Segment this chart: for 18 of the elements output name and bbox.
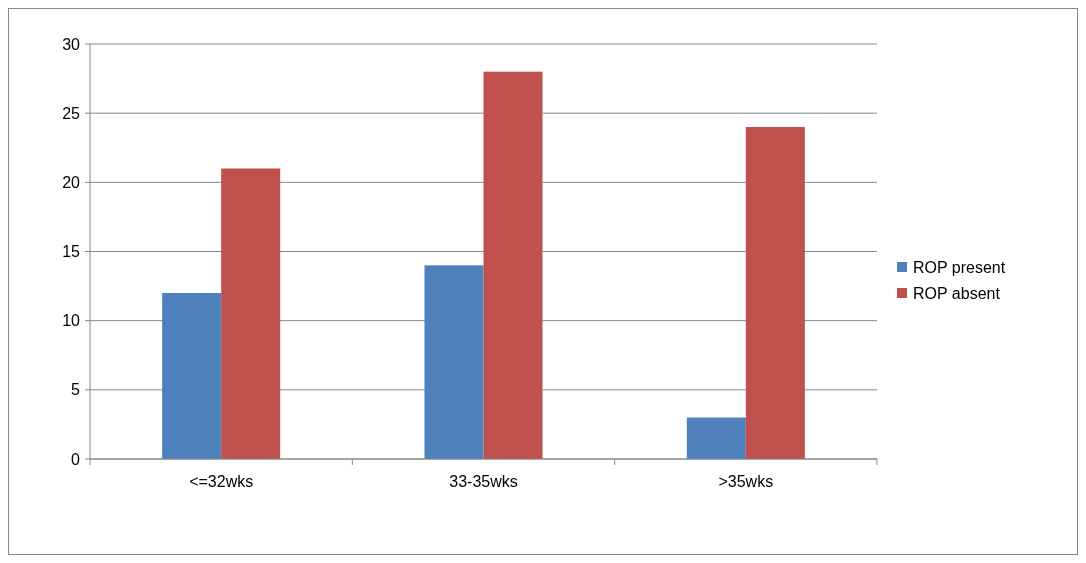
legend-label: ROP present [913, 258, 1006, 276]
y-tick-label: 0 [71, 450, 81, 468]
y-tick-label: 20 [62, 173, 81, 191]
y-tick-label: 30 [62, 35, 81, 53]
y-tick-label: 25 [62, 104, 81, 122]
x-tick-label: <=32wks [189, 473, 254, 490]
x-tick-label: >35wks [718, 473, 774, 490]
bar [221, 168, 281, 459]
legend-label: ROP absent [913, 284, 1001, 302]
y-tick-label: 5 [71, 381, 81, 399]
bar [745, 127, 805, 459]
bar [483, 71, 543, 459]
y-tick-label: 10 [62, 312, 81, 330]
bar [424, 265, 484, 459]
bar [686, 417, 746, 459]
bar [162, 293, 222, 459]
x-tick-label: 33-35wks [449, 473, 518, 490]
y-tick-label: 15 [62, 243, 81, 261]
